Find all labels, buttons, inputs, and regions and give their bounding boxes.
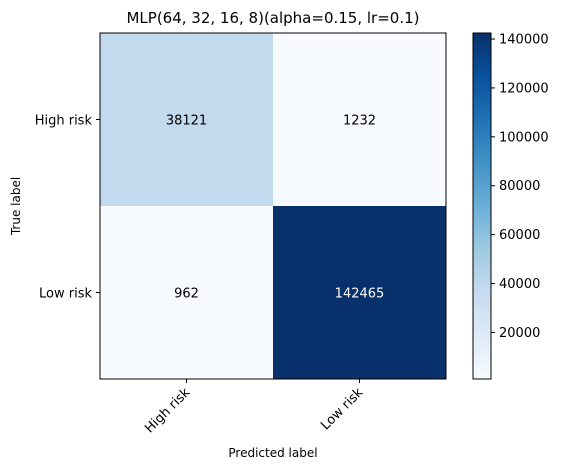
colorbar-tick-label: 80000 <box>499 179 540 194</box>
heatmap-cell <box>100 206 273 379</box>
y-tick-label: Low risk <box>39 287 92 302</box>
heatmap-cell <box>100 33 273 206</box>
colorbar-tick-label: 120000 <box>499 81 549 96</box>
colorbar-tick-label: 100000 <box>499 130 549 145</box>
cell-value-label: 142465 <box>335 287 385 302</box>
y-axis-label: True label <box>9 177 23 236</box>
colorbar-tick-label: 140000 <box>499 33 549 48</box>
cell-value-label: 962 <box>174 287 199 302</box>
colorbar-tick-label: 60000 <box>499 228 540 243</box>
x-tick-label: High risk <box>142 385 193 436</box>
colorbar-tick-label: 40000 <box>499 277 540 292</box>
cell-value-label: 38121 <box>166 114 207 129</box>
heatmap-cell-labels: 38121 1232 962 142465 <box>166 114 385 302</box>
plot-frame <box>99 32 447 380</box>
colorbar-tick-label: 20000 <box>499 326 540 341</box>
heatmap-cells <box>100 33 446 379</box>
chart-title: MLP(64, 32, 16, 8)(alpha=0.15, lr=0.1) <box>126 9 419 27</box>
heatmap-cell <box>273 33 446 206</box>
colorbar <box>472 32 492 380</box>
cell-value-label: 1232 <box>343 114 376 129</box>
y-axis-ticks: High risk Low risk <box>35 114 100 302</box>
colorbar-ticks: 20000 40000 60000 80000 100000 120000 140000 <box>491 33 549 341</box>
x-axis-label: Predicted label <box>228 446 317 460</box>
heatmap-cell <box>273 206 446 379</box>
y-tick-label: High risk <box>35 114 93 129</box>
x-axis-ticks: High risk Low risk <box>142 379 367 436</box>
x-tick-label: Low risk <box>318 385 366 433</box>
